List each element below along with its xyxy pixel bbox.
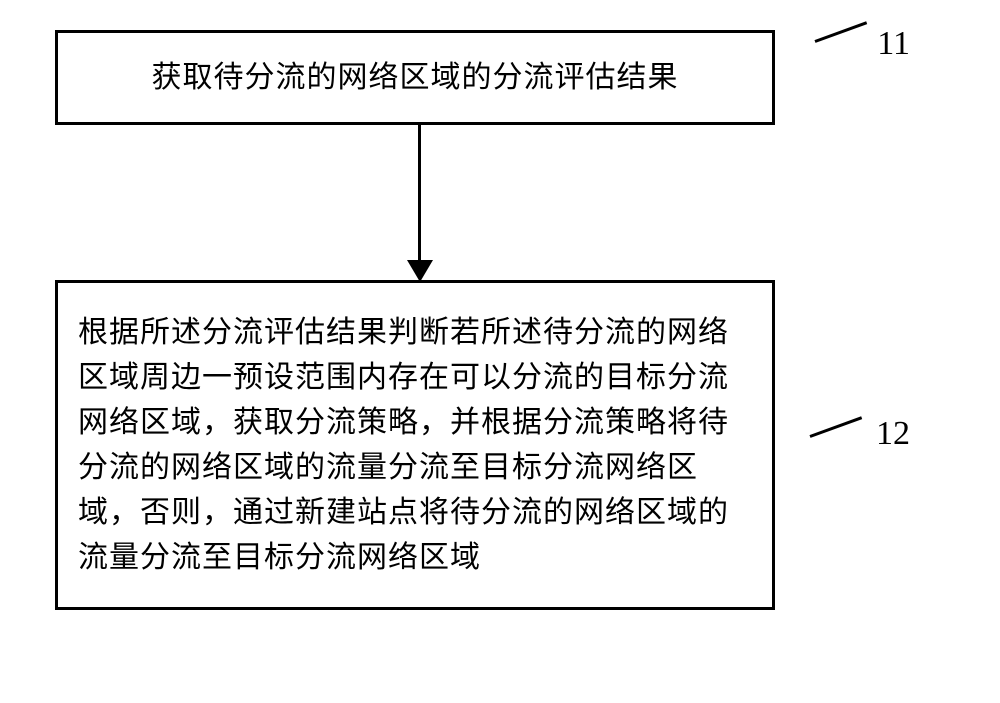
flowchart-node-2: 根据所述分流评估结果判断若所述待分流的网络区域周边一预设范围内存在可以分流的目标… [55, 280, 775, 610]
node-1-label: 11 [877, 25, 910, 63]
arrow-line [418, 125, 421, 265]
label-connector-1 [814, 21, 867, 43]
flow-arrow [410, 125, 430, 280]
flowchart-container: 获取待分流的网络区域的分流评估结果 11 根据所述分流评估结果判断若所述待分流的… [0, 0, 1000, 703]
arrow-head-icon [407, 260, 433, 282]
node-2-label: 12 [876, 415, 910, 453]
flowchart-node-1: 获取待分流的网络区域的分流评估结果 [55, 30, 775, 125]
node-1-text: 获取待分流的网络区域的分流评估结果 [152, 55, 679, 100]
label-connector-2 [809, 416, 862, 438]
node-2-text: 根据所述分流评估结果判断若所述待分流的网络区域周边一预设范围内存在可以分流的目标… [78, 310, 752, 580]
